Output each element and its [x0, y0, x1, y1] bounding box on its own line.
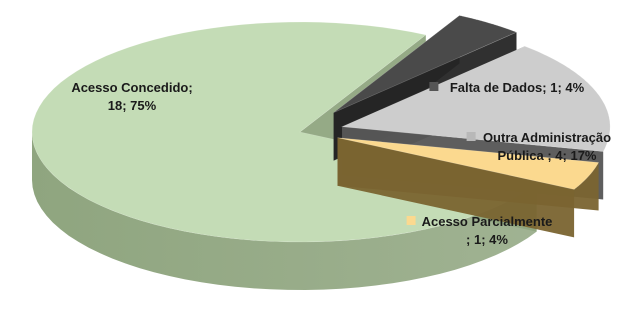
legend-marker-acesso-parcialmente	[406, 216, 416, 225]
data-label-acesso-concedido: Acesso Concedido; 18; 75%	[71, 80, 192, 113]
legend-marker-falta-de-dados	[429, 82, 439, 91]
data-label-line: ; 1; 4%	[466, 232, 508, 247]
data-label-line: 18; 75%	[108, 98, 157, 113]
data-label-line: Pública ; 4; 17%	[498, 148, 597, 163]
data-label-line: Outra Administração	[483, 130, 611, 145]
data-label-outra-administracao-publica: Outra Administração Pública ; 4; 17%	[466, 130, 611, 163]
data-label-acesso-parcialmente: Acesso Parcialmente ; 1; 4%	[406, 214, 553, 247]
legend-marker-outra-administracao-publica	[466, 132, 476, 141]
pie-slice-acesso-parcialmente	[337, 137, 600, 238]
data-label-line: Acesso Parcialmente	[422, 214, 553, 229]
data-label-falta-de-dados: Falta de Dados; 1; 4%	[429, 80, 585, 95]
data-label-line: Falta de Dados; 1; 4%	[450, 80, 585, 95]
data-label-line: Acesso Concedido;	[71, 80, 192, 95]
